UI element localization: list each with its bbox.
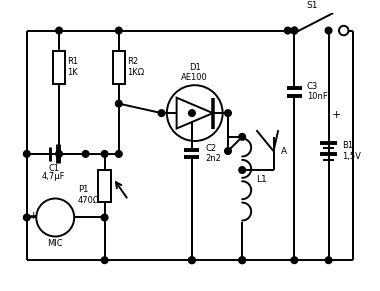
Circle shape [339, 26, 348, 35]
Text: B1
1,5V: B1 1,5V [342, 141, 361, 161]
Circle shape [291, 27, 298, 34]
Circle shape [291, 27, 298, 34]
Circle shape [225, 110, 231, 116]
Circle shape [56, 150, 62, 157]
Bar [98, 170, 111, 202]
Text: R2
1KΩ: R2 1KΩ [127, 57, 144, 77]
Text: A: A [281, 147, 287, 156]
Circle shape [24, 150, 30, 157]
Circle shape [284, 27, 291, 34]
Circle shape [239, 257, 245, 264]
Circle shape [291, 257, 298, 264]
Text: R1
1K: R1 1K [68, 57, 79, 77]
Circle shape [82, 150, 89, 157]
Text: C3
10nF: C3 10nF [307, 82, 328, 102]
Text: C2
2n2: C2 2n2 [205, 144, 221, 163]
Text: MIC: MIC [48, 239, 63, 248]
Circle shape [239, 167, 245, 173]
Circle shape [24, 214, 30, 221]
Bar [113, 51, 125, 84]
Circle shape [225, 148, 231, 155]
Circle shape [158, 110, 165, 116]
Text: S1: S1 [307, 1, 318, 10]
Text: L1: L1 [256, 175, 267, 184]
Circle shape [101, 214, 108, 221]
Text: D1
AE100: D1 AE100 [181, 63, 208, 82]
Circle shape [188, 110, 195, 116]
Circle shape [325, 257, 332, 264]
Circle shape [101, 257, 108, 264]
Circle shape [116, 150, 122, 157]
Polygon shape [177, 98, 213, 129]
Text: P1
470Ω: P1 470Ω [78, 185, 100, 205]
Circle shape [239, 134, 245, 140]
Circle shape [188, 257, 195, 264]
Circle shape [56, 27, 62, 34]
Circle shape [36, 198, 74, 237]
Circle shape [116, 100, 122, 107]
Circle shape [239, 257, 245, 264]
Text: +: + [331, 110, 341, 120]
Circle shape [101, 150, 108, 157]
Text: +: + [28, 211, 38, 221]
Text: 4,7µF: 4,7µF [42, 172, 66, 181]
Circle shape [116, 27, 122, 34]
Text: C1: C1 [48, 164, 59, 173]
Circle shape [188, 257, 195, 264]
Bar [53, 51, 65, 84]
Circle shape [325, 27, 332, 34]
